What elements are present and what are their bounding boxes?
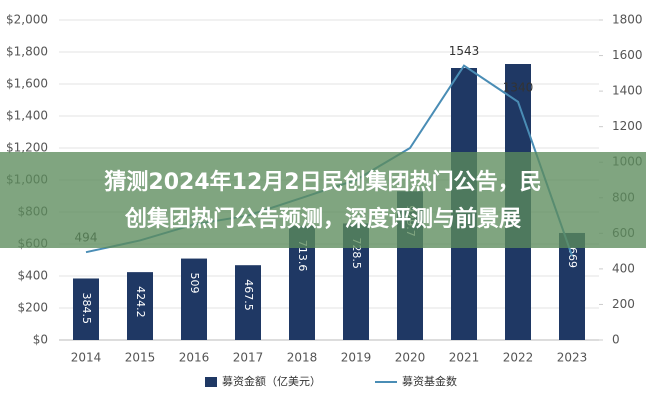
x-tick-label: 2016 [179,351,210,365]
x-tick-label: 2014 [71,351,102,365]
y2-tick-label: 1200 [612,119,643,133]
y2-tick-label: 1400 [612,84,643,98]
overlay-title: 猜测2024年12月2日民创集团热门公告，民 [103,169,541,195]
y2-tick-label: 1800 [612,13,643,27]
bar-value-label: 669 [566,247,579,268]
y-tick-label: $400 [17,269,48,283]
y-tick-label: $1,200 [6,141,48,155]
bar [235,265,261,340]
x-tick-label: 2022 [503,351,534,365]
bar-value-label: 424.2 [134,286,147,318]
x-tick-label: 2023 [557,351,588,365]
y2-tick-label: 0 [612,333,620,347]
y-tick-label: $1,800 [6,45,48,59]
bar [559,232,585,340]
y-tick-label: $1,400 [6,109,48,123]
legend-label: 募资基金数 [402,374,457,388]
x-tick-label: 2020 [395,351,426,365]
legend-label: 募资金额（亿美元） [222,374,321,388]
y2-tick-label: 200 [612,297,635,311]
overlay-band [0,152,646,248]
bar [127,272,153,340]
y-tick-label: $0 [33,333,48,347]
line-value-label: 1543 [449,44,480,58]
y2-tick-label: 400 [612,261,635,275]
bar-value-label: 467.5 [242,279,255,311]
bar [73,278,99,340]
x-tick-label: 2021 [449,351,480,365]
legend-swatch [205,377,217,387]
x-tick-label: 2015 [125,351,156,365]
y-tick-label: $2,000 [6,13,48,27]
bar [181,258,207,340]
line-value-label: 1340 [503,80,534,94]
y-tick-label: $200 [17,301,48,315]
x-tick-label: 2017 [233,351,264,365]
x-tick-label: 2019 [341,351,372,365]
y2-tick-label: 1600 [612,48,643,62]
overlay-title: 创集团热门公告预测，深度评测与前景展 [124,206,521,232]
bar-value-label: 384.5 [80,292,93,324]
bar-value-label: 509 [188,273,201,294]
y-tick-label: $1,600 [6,77,48,91]
x-tick-label: 2018 [287,351,318,365]
